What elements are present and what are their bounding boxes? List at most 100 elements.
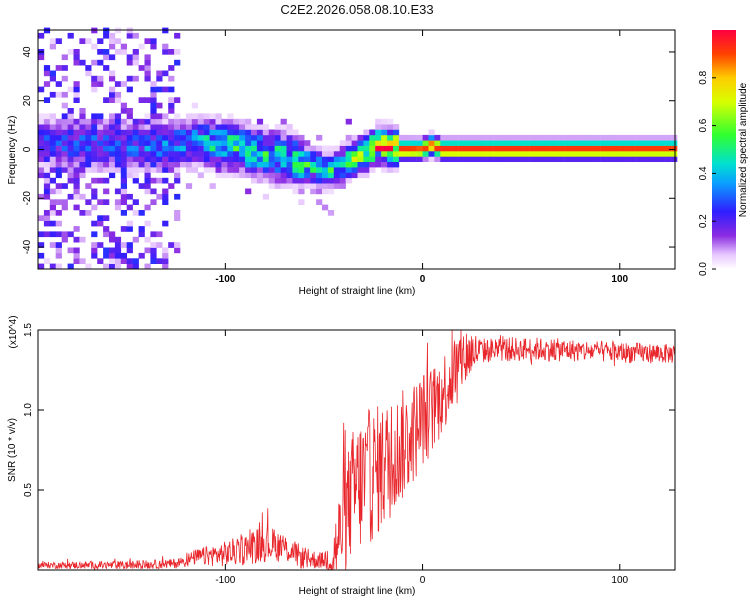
heatmap-cell <box>274 145 281 152</box>
heatmap-cell <box>126 151 133 157</box>
heatmap-cell <box>487 145 494 152</box>
heatmap-cell <box>251 151 258 157</box>
heatmap-cell <box>251 167 258 173</box>
heatmap-cell <box>197 118 204 125</box>
heatmap-cell <box>120 167 127 173</box>
heatmap-cell <box>233 118 240 125</box>
heatmap-cell <box>351 172 358 179</box>
heatmap-cell <box>109 118 116 125</box>
heatmap-cell <box>168 75 175 82</box>
heatmap-cell <box>499 140 506 146</box>
heatmap-cell <box>221 156 228 162</box>
heatmap-cell <box>61 134 68 141</box>
heatmap-cell <box>611 151 619 157</box>
heatmap-cell <box>529 145 536 152</box>
heatmap-cell <box>540 145 548 152</box>
heatmap-cell <box>351 134 358 141</box>
heatmap-cell <box>339 140 346 146</box>
heatmap-cell <box>535 156 542 162</box>
heatmap-cell <box>665 134 672 141</box>
heatmap-cell <box>55 199 62 205</box>
heatmap-cell <box>97 215 104 221</box>
heatmap-cell <box>109 252 116 259</box>
heatmap-cell <box>91 193 98 200</box>
heatmap-cell <box>546 140 553 146</box>
heatmap-cell <box>85 129 92 136</box>
heatmap-cell <box>67 49 74 55</box>
heatmap-cell <box>156 86 163 93</box>
heatmap-cell <box>286 172 293 179</box>
heatmap-cell <box>55 263 62 270</box>
heatmap-cell <box>43 258 51 264</box>
heatmap-cell <box>398 151 406 157</box>
heatmap-cell <box>97 151 104 157</box>
heatmap-cell <box>304 183 311 189</box>
heatmap-cell <box>629 140 636 146</box>
heatmap-cell <box>109 156 116 162</box>
heatmap-cell <box>73 140 80 146</box>
heatmap-cell <box>233 134 240 141</box>
heatmap-cell <box>120 188 127 195</box>
heatmap-cell <box>333 156 340 162</box>
heatmap-cell <box>144 220 151 227</box>
heatmap-cell <box>79 193 86 200</box>
heatmap-cell <box>475 140 482 146</box>
heatmap-cell <box>262 145 269 152</box>
heatmap-cell <box>150 247 157 254</box>
heatmap-cell <box>464 151 471 157</box>
heatmap-cell <box>339 161 346 168</box>
heatmap-cell <box>114 49 122 55</box>
heatmap-cell <box>162 247 169 254</box>
heatmap-cell <box>114 188 122 195</box>
heatmap-cell <box>126 226 133 232</box>
heatmap-cell <box>375 156 382 162</box>
heatmap-cell <box>55 145 62 152</box>
heatmap-cell <box>653 140 660 146</box>
heatmap-cell <box>345 134 352 141</box>
heatmap-cell <box>410 151 417 157</box>
heatmap-cell <box>73 124 80 130</box>
heatmap-cell <box>55 172 62 179</box>
heatmap-cell <box>357 172 364 179</box>
heatmap-cell <box>138 210 145 216</box>
heatmap-cell <box>162 140 169 146</box>
heatmap-cell <box>298 199 305 205</box>
heatmap-cell <box>570 156 577 162</box>
colorbar-label: Normalized spectral amplitude <box>738 82 749 217</box>
heatmap-cell <box>114 140 122 146</box>
heatmap-cell <box>38 134 45 141</box>
heatmap-cell <box>132 177 139 184</box>
heatmap-cell <box>156 145 163 152</box>
heatmap-cell <box>245 167 252 173</box>
heatmap-cell <box>49 75 56 82</box>
heatmap-cell <box>387 167 394 173</box>
heatmap-cell <box>114 81 122 87</box>
snr-y-label: SNR (10 * v/v) <box>7 418 18 482</box>
heatmap-cell <box>162 70 169 77</box>
heatmap-cell <box>274 167 281 173</box>
heatmap-cell <box>558 134 565 141</box>
heatmap-cell <box>446 151 453 157</box>
heatmap-cell <box>339 151 346 157</box>
heatmap-cell <box>298 156 305 162</box>
heatmap-cell <box>61 113 68 120</box>
heatmap-cell <box>144 167 151 173</box>
heatmap-cell <box>144 59 151 66</box>
heatmap-cell <box>38 231 45 238</box>
heatmap-cell <box>209 124 216 130</box>
heatmap-cell <box>292 145 299 152</box>
heatmap-cell <box>132 129 139 136</box>
heatmap-cell <box>73 226 80 232</box>
heatmap-cell <box>251 129 258 136</box>
heatmap-cell <box>239 129 246 136</box>
heatmap-cell <box>316 167 323 173</box>
heatmap-cell <box>138 252 145 259</box>
heatmap-cell <box>523 151 530 157</box>
heatmap-cell <box>227 156 234 162</box>
heatmap-cell <box>162 134 169 141</box>
heatmap-cell <box>144 151 151 157</box>
heatmap-cell <box>138 140 145 146</box>
heatmap-cell <box>251 145 258 152</box>
heatmap-cell <box>588 145 595 152</box>
heatmap-cell <box>109 86 116 93</box>
